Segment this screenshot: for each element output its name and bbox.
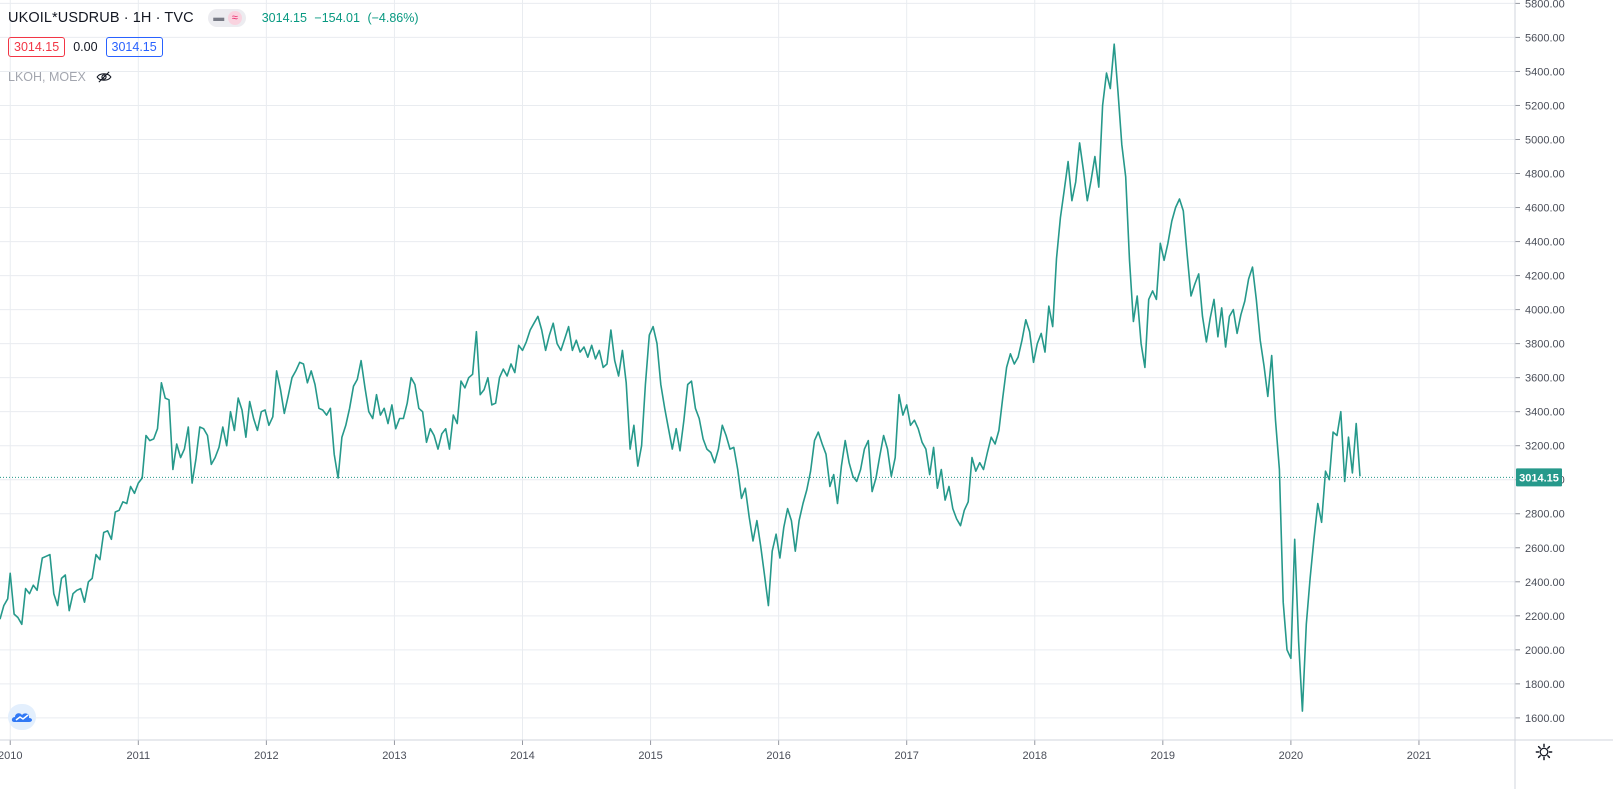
tradingview-cloud-icon[interactable] [8, 704, 36, 730]
x-tick-label: 2017 [894, 750, 918, 762]
quote-change: −154.01 [314, 11, 360, 25]
bid-box[interactable]: 3014.15 [8, 37, 66, 57]
y-tick-label: 2400.00 [1525, 577, 1565, 589]
y-tick-label: 5600.00 [1525, 32, 1565, 44]
y-tick-label: 2000.00 [1525, 645, 1565, 657]
y-tick-label: 2200.00 [1525, 611, 1565, 623]
compare-row[interactable]: LKOH, MOEX [8, 66, 423, 88]
x-tick-label: 2011 [126, 750, 150, 762]
y-tick-label: 3800.00 [1525, 339, 1565, 351]
y-tick-label: 4200.00 [1525, 271, 1565, 283]
ask-box[interactable]: 3014.15 [105, 37, 163, 57]
quote-value: 3014.15 [261, 11, 307, 25]
eye-hidden-icon[interactable] [96, 71, 112, 83]
y-tick-label: 3600.00 [1525, 373, 1565, 385]
y-tick-label: 3200.00 [1525, 441, 1565, 453]
y-tick-label: 5400.00 [1525, 66, 1565, 78]
y-tick-label: 3400.00 [1525, 407, 1565, 419]
y-tick-label: 4600.00 [1525, 203, 1565, 215]
y-tick-label: 4400.00 [1525, 237, 1565, 249]
last-price-tag [1516, 468, 1562, 487]
y-tick-label: 5800.00 [1525, 0, 1565, 10]
gear-icon[interactable] [1535, 743, 1553, 761]
bid-ask-row: 3014.15 0.00 3014.15 [8, 34, 423, 60]
x-tick-label: 2021 [1407, 750, 1431, 762]
label-layer: 1600.00 1800.00 2000.00 2200.00 2400.00 2600.… [0, 0, 1565, 762]
legend: UKOIL*USDRUB · 1H · TVC ▬ ≈ 3014.15 −154… [8, 6, 423, 88]
x-tick-label: 2016 [766, 750, 790, 762]
y-tick-label: 1800.00 [1525, 679, 1565, 691]
x-tick-label: 2015 [638, 750, 662, 762]
x-tick-label: 2020 [1279, 750, 1303, 762]
y-tick-label: 2800.00 [1525, 509, 1565, 521]
x-tick-label: 2019 [1151, 750, 1175, 762]
spread-value: 0.00 [73, 40, 98, 54]
x-tick-label: 2018 [1023, 750, 1047, 762]
last-price-label: 3014.15 [1519, 472, 1559, 484]
quote-pct: (−4.86%) [367, 11, 419, 25]
x-tick-label: 2013 [382, 750, 406, 762]
legend-title-row: UKOIL*USDRUB · 1H · TVC ▬ ≈ 3014.15 −154… [8, 6, 423, 30]
x-tick-label: 2012 [254, 750, 278, 762]
series-line [0, 43, 1361, 712]
y-tick-label: 2600.00 [1525, 543, 1565, 555]
wave-icon[interactable]: ≈ [227, 11, 242, 25]
y-tick-label: 4000.00 [1525, 305, 1565, 317]
grid-layer [0, 0, 1515, 740]
chart-style-pill[interactable]: ▬ ≈ [207, 9, 246, 27]
compare-symbol[interactable]: LKOH, MOEX [8, 70, 86, 84]
y-tick-label: 4800.00 [1525, 169, 1565, 181]
minus-icon[interactable]: ▬ [213, 12, 225, 24]
y-tick-label: 5200.00 [1525, 100, 1565, 112]
symbol-title[interactable]: UKOIL*USDRUB · 1H · TVC [8, 10, 194, 26]
x-tick-label: 2014 [510, 750, 534, 762]
quote-group: 3014.15 −154.01 (−4.86%) [262, 11, 423, 25]
x-tick-label: 2010 [0, 750, 22, 762]
series-layer [0, 43, 1515, 712]
y-tick-label: 1600.00 [1525, 713, 1565, 725]
y-tick-label: 5000.00 [1525, 134, 1565, 146]
